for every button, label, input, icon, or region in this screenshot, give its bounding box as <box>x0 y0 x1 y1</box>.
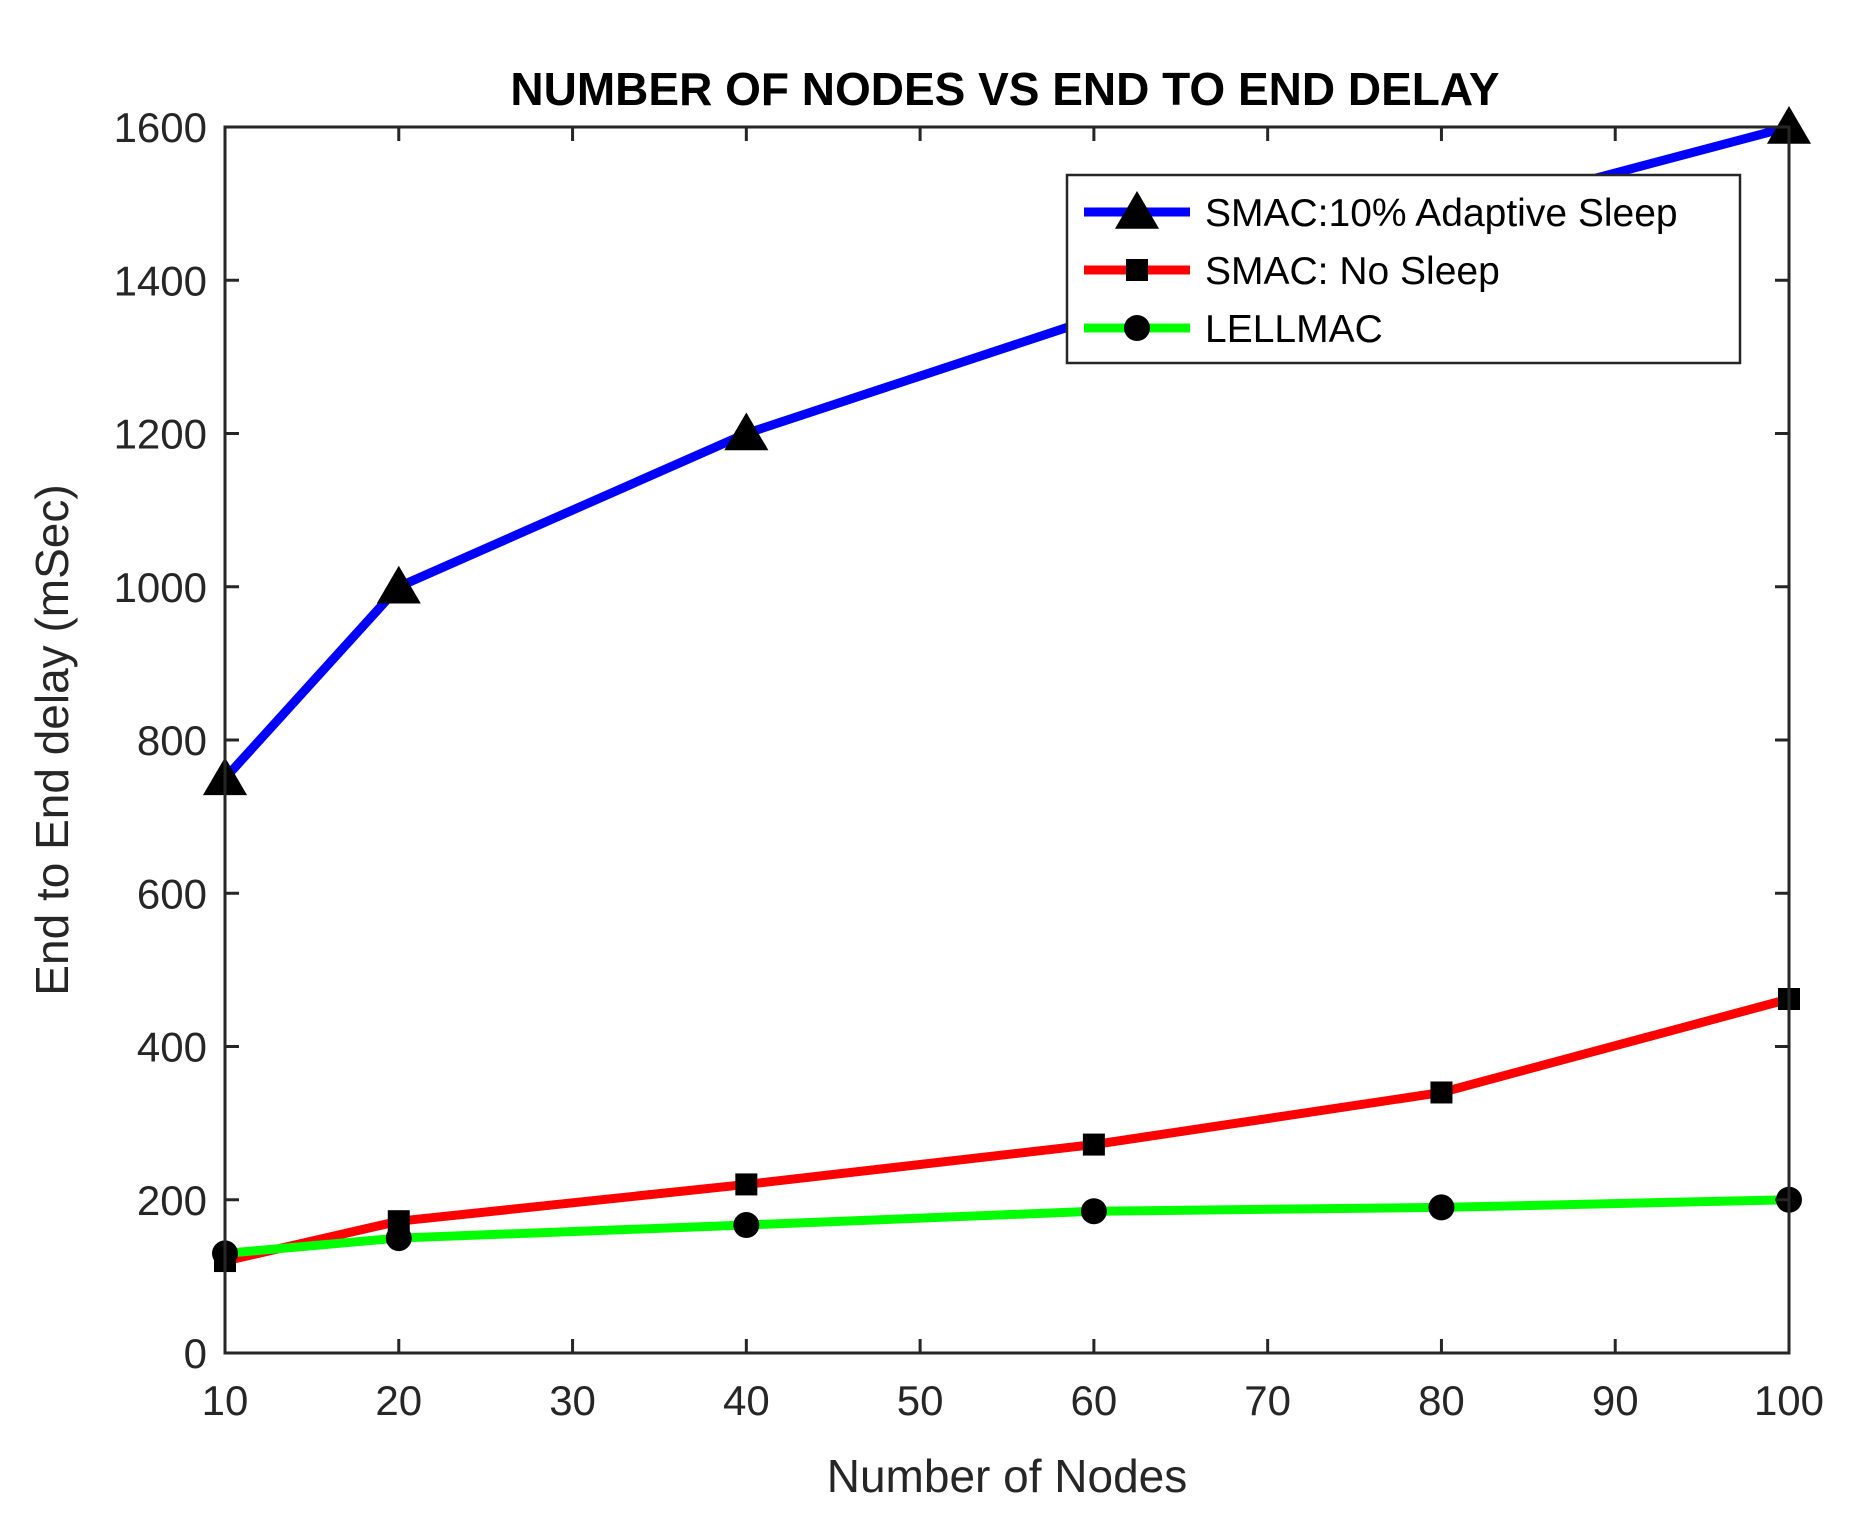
x-axis-label: Number of Nodes <box>827 1450 1188 1502</box>
series-2 <box>214 987 1800 1273</box>
axes-layer: 10 20 30 40 50 60 70 80 90 1000200400600800100012… <box>114 104 1824 1424</box>
legend-label: SMAC:10% Adaptive Sleep <box>1205 192 1678 235</box>
data-point <box>1428 1194 1455 1221</box>
data-point <box>376 565 421 604</box>
x-tick-label: 100 <box>1754 1377 1824 1424</box>
y-tick-label: 800 <box>137 717 207 764</box>
data-point <box>724 412 769 451</box>
y-tick-label: 0 <box>184 1330 207 1377</box>
y-tick-label: 1000 <box>114 564 207 611</box>
series-line-3 <box>220 1195 1794 1258</box>
legend-item-1: SMAC:10% Adaptive Sleep <box>1084 191 1678 235</box>
data-point <box>385 1225 412 1252</box>
x-tick-label: 20 <box>375 1377 422 1424</box>
y-tick-label: 1200 <box>114 411 207 458</box>
legend-label: LELLMAC <box>1205 308 1383 351</box>
legend-item-3: LELLMAC <box>1084 308 1383 351</box>
x-tick-label: 70 <box>1244 1377 1291 1424</box>
data-point <box>733 1212 760 1239</box>
y-tick-label: 400 <box>137 1024 207 1071</box>
y-tick-label: 600 <box>137 870 207 917</box>
y-tick-label: 1600 <box>114 104 207 151</box>
x-tick-label: 60 <box>1071 1377 1118 1424</box>
data-point <box>735 1173 758 1196</box>
legend-marker <box>1114 191 1160 229</box>
x-tick-label: 10 <box>202 1377 249 1424</box>
legend: SMAC:10% Adaptive Sleep SMAC: No Sleep LEL… <box>1065 173 1742 365</box>
x-tick-label: 40 <box>723 1377 770 1424</box>
x-tick-label: 50 <box>897 1377 944 1424</box>
chart-title: NUMBER OF NODES VS END TO END DELAY <box>510 63 1499 115</box>
y-axis-label: End to End delay (mSec) <box>26 484 78 995</box>
legend-marker <box>1126 259 1148 281</box>
data-point <box>1430 1081 1453 1104</box>
data-point <box>1082 1133 1105 1156</box>
x-tick-label: 90 <box>1592 1377 1639 1424</box>
legend-marker <box>1124 315 1150 341</box>
y-tick-label: 200 <box>137 1177 207 1224</box>
legend-item-2: SMAC: No Sleep <box>1084 250 1500 293</box>
data-point <box>1766 106 1812 144</box>
x-tick-label: 80 <box>1418 1377 1465 1424</box>
data-point <box>1080 1198 1107 1225</box>
y-tick-label: 1400 <box>114 257 207 304</box>
legend-label: SMAC: No Sleep <box>1205 250 1500 293</box>
series-line-2 <box>220 994 1794 1266</box>
x-tick-label: 30 <box>549 1377 596 1424</box>
